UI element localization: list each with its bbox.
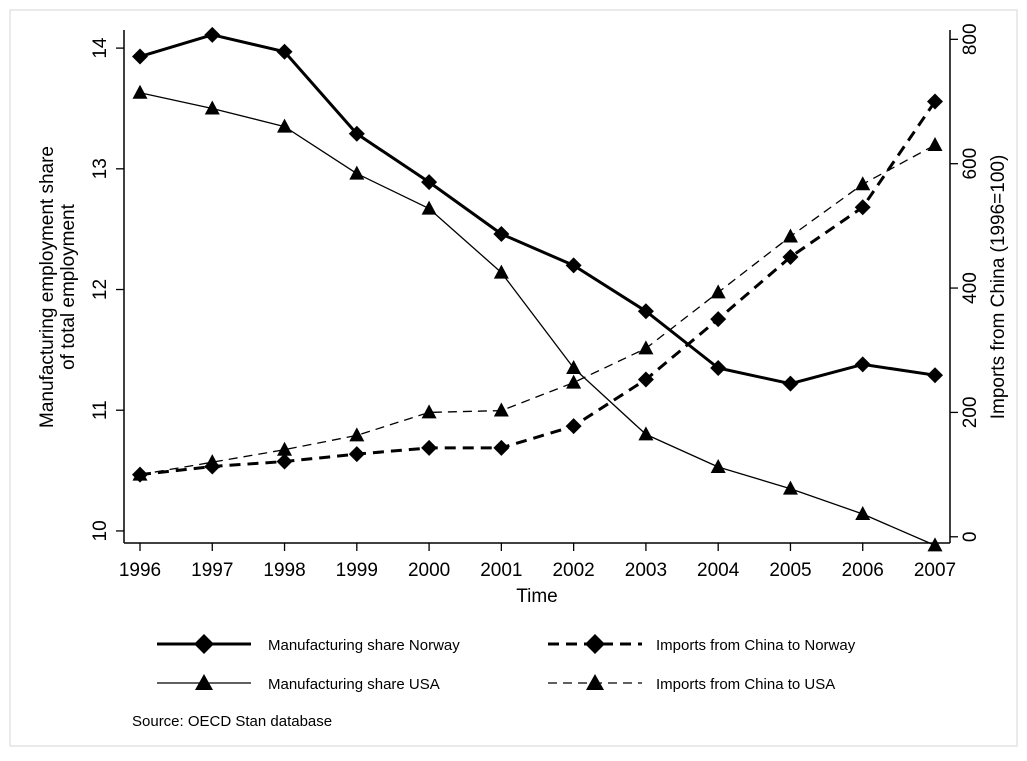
legend-label-usa-imports: Imports from China to USA [656, 676, 835, 693]
series-3-marker [493, 402, 509, 417]
x-ticks: 1996 1997 1998 1999 2000 2001 2002 2003 2004 2005… [119, 543, 956, 581]
x-tick-label: 2000 [408, 560, 450, 581]
series-2-marker [637, 371, 654, 388]
x-tick-label: 2001 [480, 560, 522, 581]
source-note: Source: OECD Stan database [132, 713, 332, 730]
y-left-axis-title: Manufacturing employment share [37, 146, 58, 428]
series-3-marker [710, 284, 726, 299]
series-1-marker [927, 537, 943, 552]
y-left-tick-label: 10 [90, 520, 111, 541]
series-3-marker [421, 404, 437, 419]
series-1-marker [132, 84, 148, 99]
y-right-tick-label: 400 [960, 272, 981, 304]
series-0-marker [493, 225, 510, 242]
series-0-marker [782, 375, 799, 392]
x-tick-label: 1996 [119, 560, 161, 581]
series-0-marker [204, 26, 221, 43]
y-left-tick-label: 11 [90, 400, 111, 420]
series-2-marker [348, 446, 365, 463]
series-0-marker [927, 367, 943, 384]
series-3-marker [782, 228, 798, 243]
series-2-marker [276, 453, 293, 470]
y-left-axis-title-line2: of total employment [58, 203, 79, 370]
series-3-marker [566, 374, 582, 389]
series-2-marker [565, 418, 582, 435]
series-3-marker [855, 176, 871, 191]
x-tick-label: 2006 [842, 560, 884, 581]
outer-border [9, 9, 1018, 747]
series-line-1 [139, 92, 936, 546]
series-line-3 [139, 144, 936, 476]
series-1-marker [710, 458, 726, 473]
series-0-marker [276, 43, 293, 60]
series-0-marker [710, 359, 727, 376]
series-3-marker [638, 340, 654, 355]
y-left-tick-label: 12 [90, 279, 111, 300]
series-line-2 [139, 100, 937, 477]
legend-label-norway-share: Manufacturing share Norway [268, 637, 460, 654]
legend-marker-norway-share [194, 634, 214, 654]
series-1-marker [277, 118, 293, 133]
y-right-tick-label: 600 [960, 148, 981, 180]
series-0-marker [854, 356, 871, 373]
series-0-marker [565, 257, 582, 274]
series-3-marker [204, 454, 220, 469]
series-3-marker [349, 427, 365, 442]
x-axis-title: Time [516, 586, 558, 607]
x-tick-label: 2002 [552, 560, 594, 581]
y-right-ticks: 0 200 400 600 800 [950, 23, 981, 542]
series-1-marker [421, 200, 437, 215]
series-2-marker [493, 439, 510, 456]
series-layer [132, 26, 943, 552]
series-2-marker [854, 199, 871, 216]
series-1-marker [855, 506, 871, 521]
legend: Manufacturing share Norway Manufacturing… [157, 634, 856, 693]
series-1-marker [204, 100, 220, 115]
series-2-marker [782, 248, 799, 265]
x-tick-label: 2007 [914, 560, 956, 581]
series-0-marker [132, 48, 148, 65]
y-right-tick-label: 200 [960, 397, 981, 429]
legend-marker-usa-imports [586, 674, 604, 690]
y-right-tick-label: 0 [960, 531, 981, 542]
y-left-ticks: 10 11 12 13 14 [90, 37, 124, 541]
series-2-marker [710, 311, 727, 328]
y-left-tick-label: 14 [90, 37, 111, 59]
legend-marker-usa-share [195, 674, 213, 690]
series-3-marker [927, 137, 943, 152]
y-right-tick-label: 800 [960, 23, 981, 55]
legend-marker-norway-imports [585, 634, 605, 654]
series-0-marker [348, 125, 365, 142]
x-tick-label: 1998 [263, 560, 305, 581]
x-tick-label: 2003 [625, 560, 667, 581]
series-0-marker [421, 174, 438, 191]
y-left-tick-label: 13 [90, 158, 111, 179]
x-tick-label: 1997 [191, 560, 233, 581]
series-1-marker [782, 480, 798, 495]
x-tick-label: 1999 [336, 560, 378, 581]
axes [123, 30, 951, 544]
series-0-marker [637, 303, 654, 320]
series-1-marker [566, 359, 582, 374]
series-1-marker [638, 426, 654, 441]
series-2-marker [421, 439, 438, 456]
legend-label-usa-share: Manufacturing share USA [268, 676, 440, 693]
legend-label-norway-imports: Imports from China to Norway [656, 637, 856, 654]
series-1-marker [493, 264, 509, 279]
series-line-0 [139, 33, 936, 386]
series-1-marker [349, 165, 365, 180]
y-right-axis-title: Imports from China (1996=100) [988, 155, 1009, 420]
x-tick-label: 2005 [769, 560, 811, 581]
series-2-marker [927, 93, 943, 110]
series-3-marker [277, 441, 293, 456]
series-3-marker [132, 466, 148, 481]
x-tick-label: 2004 [697, 560, 740, 581]
